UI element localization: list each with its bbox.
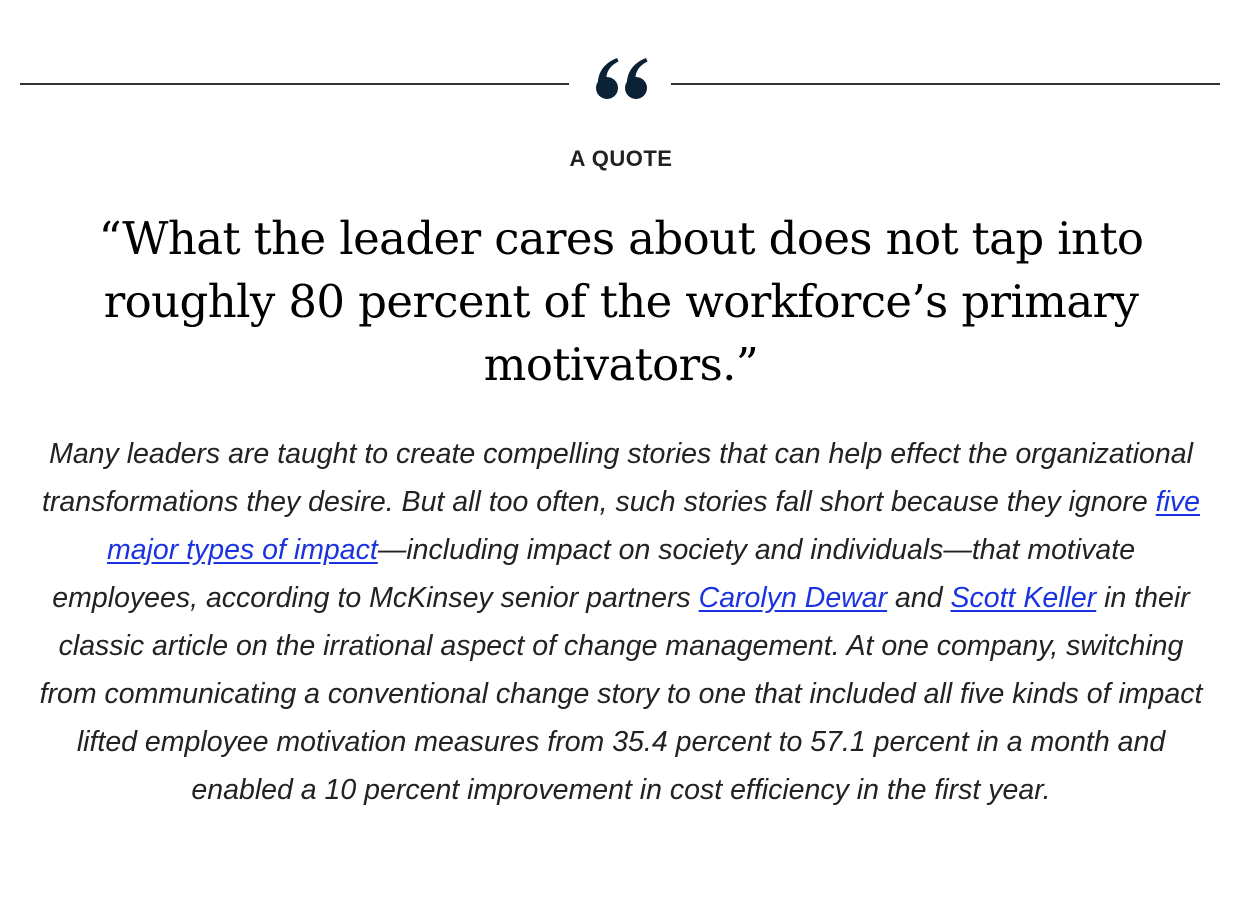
divider-right (671, 83, 1220, 85)
paragraph-text: —including impact on society and individ… (52, 534, 1136, 614)
divider-left (20, 83, 569, 85)
pull-quote: “What the leader cares about does not ta… (98, 212, 1144, 391)
carolyn-dewar-link[interactable]: Carolyn Dewar (698, 582, 888, 614)
paragraph-text: Many leaders are taught to create compel… (41, 438, 1193, 518)
paragraph-text: and (887, 582, 951, 614)
quote-context-paragraph: Many leaders are taught to create compel… (36, 430, 1206, 814)
section-eyebrow: A QUOTE (569, 146, 673, 171)
paragraph-text: in their classic article on the irration… (39, 582, 1203, 806)
double-quote-icon (596, 58, 648, 99)
scott-keller-link[interactable]: Scott Keller (950, 582, 1097, 614)
five-types-of-impact-link[interactable]: five major types of impact (106, 486, 1201, 566)
